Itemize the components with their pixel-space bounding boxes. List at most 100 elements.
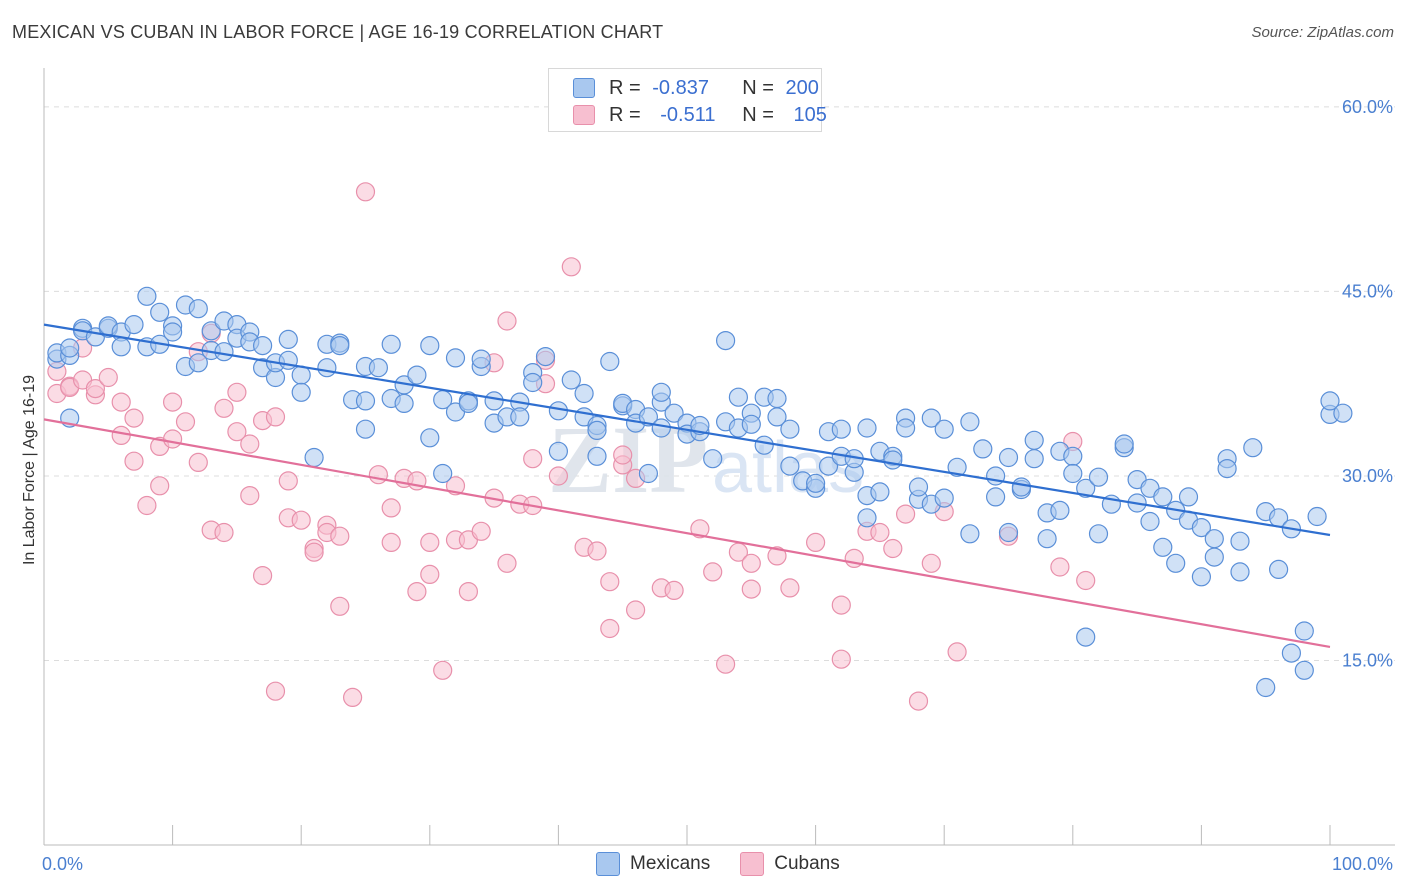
cuban-point [175,412,196,432]
mexican-point [754,435,774,455]
mexican-point [214,342,234,362]
mexican-point [1268,559,1289,580]
cuban-point [741,579,761,599]
mexican-point [767,388,787,409]
legend-r-label: R = [609,103,647,126]
mexican-point [1230,531,1250,551]
mexican-point [780,456,800,476]
x-tick-labels: 0.0% 100.0% [42,854,1393,874]
mexican-point [651,418,671,438]
cuban-point [458,581,478,602]
mexican-point [767,407,787,427]
mexican-point [780,419,800,439]
mexican-point [638,407,659,427]
mexican-point [1076,478,1096,498]
mexican-point [1088,524,1109,544]
mexican-point [1050,500,1070,520]
cuban-point [214,398,234,418]
cuban-point [895,504,916,524]
cuban-point [163,429,183,449]
mexican-point [1140,511,1160,532]
legend-row-cubans: R = -0.511 N = 105 [573,104,827,126]
mexican-point [137,286,157,306]
cuban-point [265,681,286,701]
cuban-point [497,311,517,331]
cuban-point [741,553,761,573]
cuban-point [240,486,260,506]
cuban-point [1050,557,1070,577]
mexican-point [1294,660,1314,680]
cuban-point [561,257,581,277]
mexican-point [1076,627,1096,647]
legend-r-label: R = [609,76,647,99]
cuban-point [831,649,851,669]
mexican-point [124,315,144,335]
mexican-point [317,358,337,378]
mexican-point [458,393,478,413]
cuban-point [703,562,723,582]
mexican-point [1191,517,1212,538]
cuban-point [420,564,440,585]
cuban-point [921,553,941,573]
mexican-point [1217,459,1237,479]
mexican-point [690,415,710,436]
mexican-point [600,351,620,372]
mexican-point [1024,449,1044,469]
mexican-point [1166,553,1186,573]
mexican-point [574,383,594,404]
mexican-point [368,358,388,378]
trendlines [43,323,1331,649]
mexican-point [1243,438,1263,458]
cuban-point [227,422,247,442]
cuban-point [523,449,543,469]
cuban-point [908,691,929,711]
mexican-point [304,447,324,468]
mexican-point [445,348,466,368]
cuban-point [381,532,401,553]
mexican-point [908,477,929,497]
cuban-point [98,367,118,388]
mexican-point [638,463,659,484]
source-label: Source: ZipAtlas.com [1251,24,1394,41]
mexican-point [1256,677,1276,698]
legend-n-value: 105 [793,103,827,126]
cuban-point [625,600,646,620]
mexicans-legend-label: Mexicans [630,853,711,874]
mexican-point [1230,562,1250,582]
mexican-point [355,419,376,439]
cuban-point [780,578,800,598]
legend-r-value: -0.837 [652,76,709,99]
mexican-point [510,407,530,427]
mexican-point [857,418,877,438]
mexican-point [433,463,453,484]
mexican-point [805,473,826,493]
cuban-point [240,434,260,454]
mexican-point [998,447,1019,468]
mexican-point [1153,537,1173,557]
mexican-point [420,336,440,356]
mexican-point [1294,621,1314,641]
mexicans-swatch [596,852,620,876]
legend-n-label: N = [742,76,780,99]
cuban-point [831,595,851,615]
cuban-point [227,382,247,402]
cuban-point [420,532,440,553]
cuban-point [870,522,890,543]
mexican-point [1011,477,1032,497]
correlation-legend: R = -0.837 N = 200 R = -0.511 N = 105 [548,68,827,132]
x-tick-label: 0.0% [42,854,83,874]
cuban-point [163,392,183,412]
cubans-swatch [740,852,765,876]
mexican-point [548,441,569,461]
cuban-point [188,452,208,472]
cuban-point [111,392,131,412]
mexican-point [561,370,581,390]
mexican-point [253,336,273,356]
chart-title: MEXICAN VS CUBAN IN LABOR FORCE | AGE 16… [12,22,664,42]
cuban-point [587,541,607,561]
mexican-point [484,391,504,411]
mexican-point [587,420,607,440]
mexican-point [818,456,839,476]
mexican-point [150,302,170,322]
